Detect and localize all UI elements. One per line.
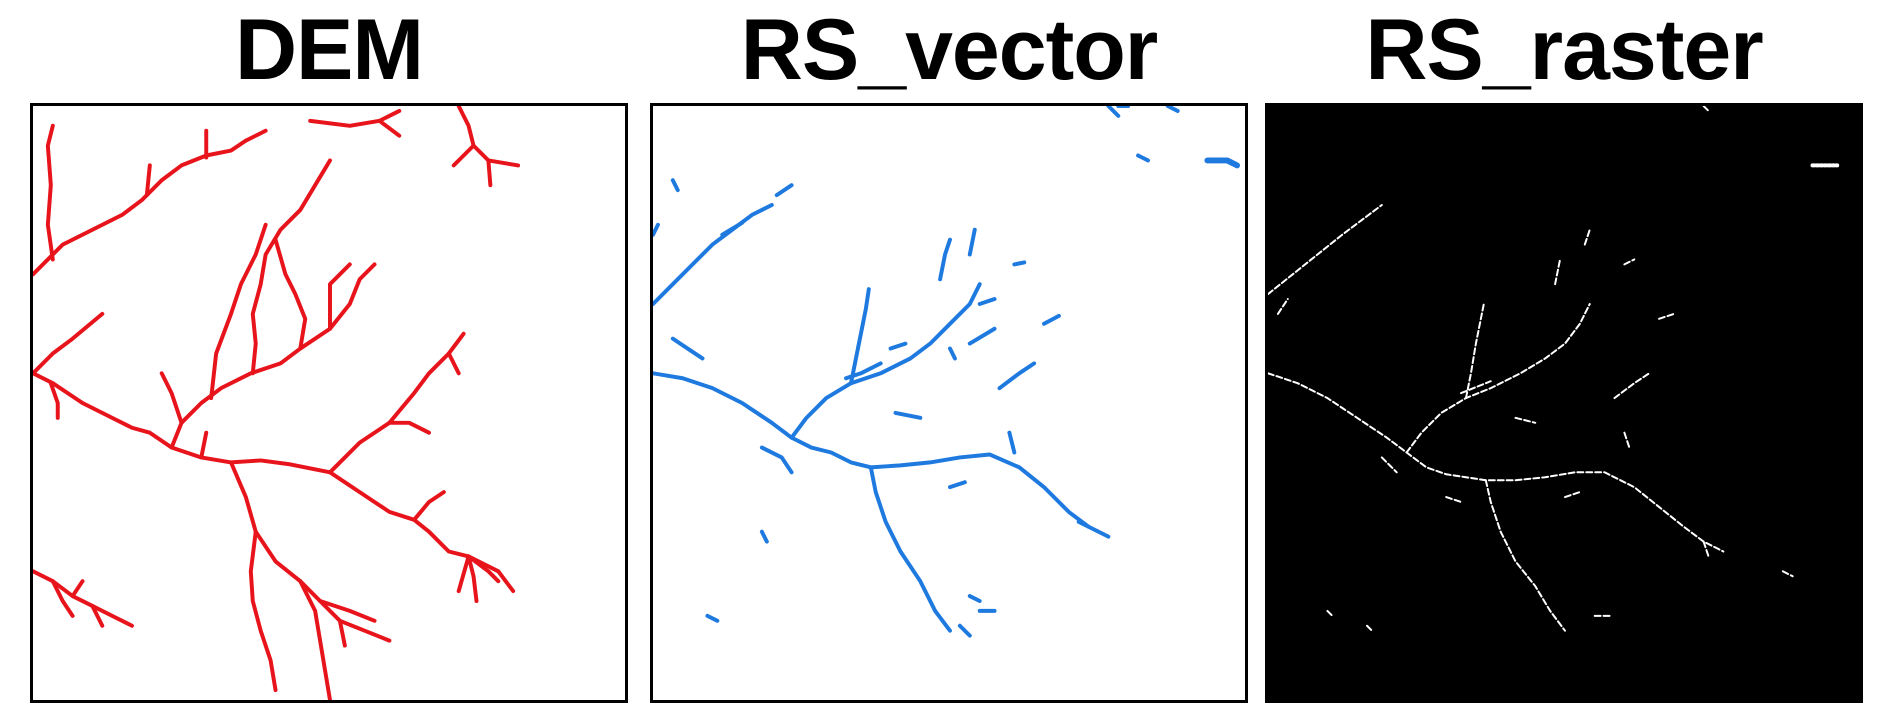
rs-vector-title: RS_vector: [740, 1, 1158, 98]
dem-title: DEM: [234, 1, 424, 98]
rs-raster-title: RS_raster: [1365, 1, 1763, 98]
dem-stream-network: [33, 106, 521, 700]
rs-raster-stream-network: [1268, 106, 1840, 632]
rs-raster-panel: [1265, 103, 1863, 703]
rs-vector-panel: [650, 103, 1248, 703]
dem-panel: [30, 103, 628, 703]
rs-vector-stream-network: [653, 106, 1241, 638]
